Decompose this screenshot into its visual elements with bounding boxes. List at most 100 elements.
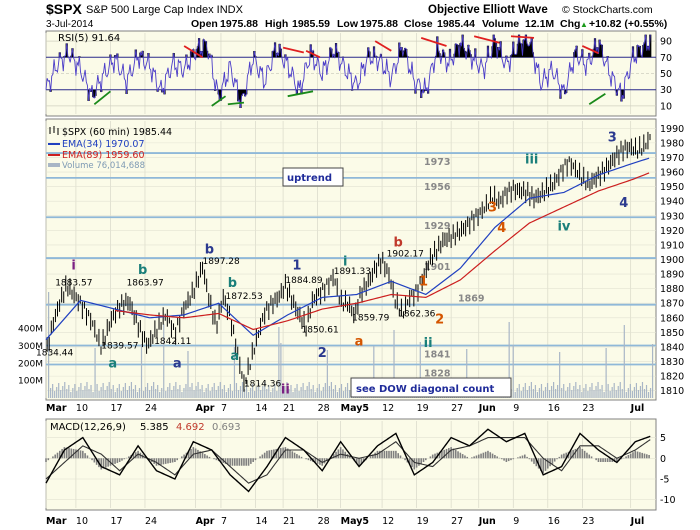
change-label: Chg: [560, 18, 580, 30]
volume-bar: [573, 386, 575, 398]
volume-bar: [553, 382, 555, 398]
volume-bar: [155, 389, 157, 398]
volume-bar: [593, 390, 595, 398]
volume-bar: [68, 385, 70, 398]
volume-bar: [268, 385, 270, 398]
x-tick-label: 21: [283, 403, 295, 414]
volume-bar: [571, 390, 573, 398]
volume-bar: [183, 388, 185, 398]
volume-bar: [146, 383, 149, 398]
x-tick-label-bottom: 14: [255, 516, 267, 527]
volume-bar: [237, 390, 240, 398]
open-value: 1975.88: [220, 18, 258, 30]
volume-bar: [80, 383, 82, 398]
volume-bar: [342, 391, 345, 398]
volume-bar: [193, 390, 195, 398]
x-tick-label: Apr: [196, 403, 215, 414]
volume-bar: [316, 388, 318, 398]
volume-bar: [110, 389, 112, 398]
volume-bar: [126, 390, 128, 398]
price-legend-title: $SPX (60 min) 1985.44: [62, 127, 172, 138]
x-tick-label: Jun: [478, 403, 496, 414]
volume-bar: [536, 392, 539, 398]
x-tick-label: 12: [382, 403, 394, 414]
volume-bar: [114, 392, 116, 398]
volume-bar: [185, 384, 187, 398]
volume-bar: [252, 384, 254, 398]
support-level-label: 1841: [424, 350, 450, 361]
volume-bar: [165, 391, 167, 398]
volume-bar: [116, 388, 118, 398]
support-level-label: 1869: [458, 294, 484, 305]
volume-bar: [90, 385, 92, 398]
x-tick-label-bottom: 19: [417, 516, 429, 527]
volume-tick-label: 100M: [18, 377, 43, 387]
volume-bar: [88, 389, 90, 398]
price-tick-label: 1960: [660, 168, 684, 179]
x-tick-label-bottom: 16: [548, 516, 560, 527]
x-tick-label-bottom: May5: [341, 516, 369, 527]
volume-bar: [274, 384, 276, 398]
volume-bar: [260, 390, 262, 398]
x-tick-label: 7: [221, 403, 227, 414]
wave-label: b: [228, 276, 237, 291]
price-tick-label: 1930: [660, 211, 684, 222]
volume-bar: [264, 382, 266, 398]
volume-bar: [308, 382, 310, 398]
wave-label: 3: [488, 200, 497, 215]
volume-bar: [466, 349, 468, 398]
price-tick-label: 1950: [660, 182, 684, 193]
wave-label: b: [205, 243, 214, 258]
volume-bar: [96, 384, 98, 398]
rsi-divergence-line: [93, 90, 112, 105]
volume-bar: [149, 390, 151, 398]
volume-bar: [270, 392, 272, 398]
date-label: 3-Jul-2014: [46, 19, 94, 30]
volume-bar: [211, 387, 213, 398]
volume-bar: [373, 346, 375, 398]
volume-bar: [306, 386, 308, 398]
rsi-tick-label: 10: [660, 101, 672, 112]
volume-bar: [140, 344, 143, 398]
volume-bar: [643, 389, 646, 398]
wave-label: i: [71, 259, 75, 274]
x-tick-label: Mar: [46, 403, 67, 414]
volume-bar: [209, 391, 211, 398]
volume-bar: [559, 352, 561, 398]
volume-bar: [225, 392, 227, 398]
volume-bar: [611, 387, 613, 398]
rsi-divergence-line: [227, 101, 245, 106]
volume-bar: [312, 385, 314, 398]
volume-bar: [520, 391, 522, 398]
ema89-line: [114, 172, 650, 331]
volume-bar: [278, 327, 280, 398]
volume-bar: [508, 322, 510, 398]
wave-label: a: [230, 349, 239, 364]
price-annotation: 1897.28: [203, 257, 240, 267]
price-annotation: 1850.61: [302, 325, 339, 335]
x-tick-label-bottom: 12: [382, 516, 394, 527]
rsi-tick-label: 90: [660, 37, 672, 48]
volume-bar: [280, 343, 282, 398]
price-tick-label: 1860: [660, 313, 684, 324]
high-label: High: [265, 18, 288, 30]
wave-label: i: [343, 254, 347, 269]
volume-bar: [567, 387, 569, 398]
volume-bar: [233, 347, 236, 398]
volume-bar: [258, 383, 260, 398]
price-tick-label: 1840: [660, 342, 684, 353]
volume-bar: [92, 392, 94, 398]
rsi-divergence-line: [282, 46, 305, 54]
volume-bar: [187, 351, 189, 398]
volume-bar: [177, 389, 179, 398]
volume-bar: [563, 384, 565, 398]
rsi-divergence-line: [287, 90, 314, 98]
volume-bar: [542, 391, 545, 398]
open-label: Open: [191, 18, 218, 30]
volume-bar: [617, 386, 619, 398]
x-tick-label-bottom: Mar: [46, 516, 67, 527]
wave-label: ii: [424, 336, 433, 351]
x-tick-label-bottom: 7: [221, 516, 227, 527]
price-tick-label: 1810: [660, 386, 684, 397]
volume-bar: [528, 386, 530, 398]
